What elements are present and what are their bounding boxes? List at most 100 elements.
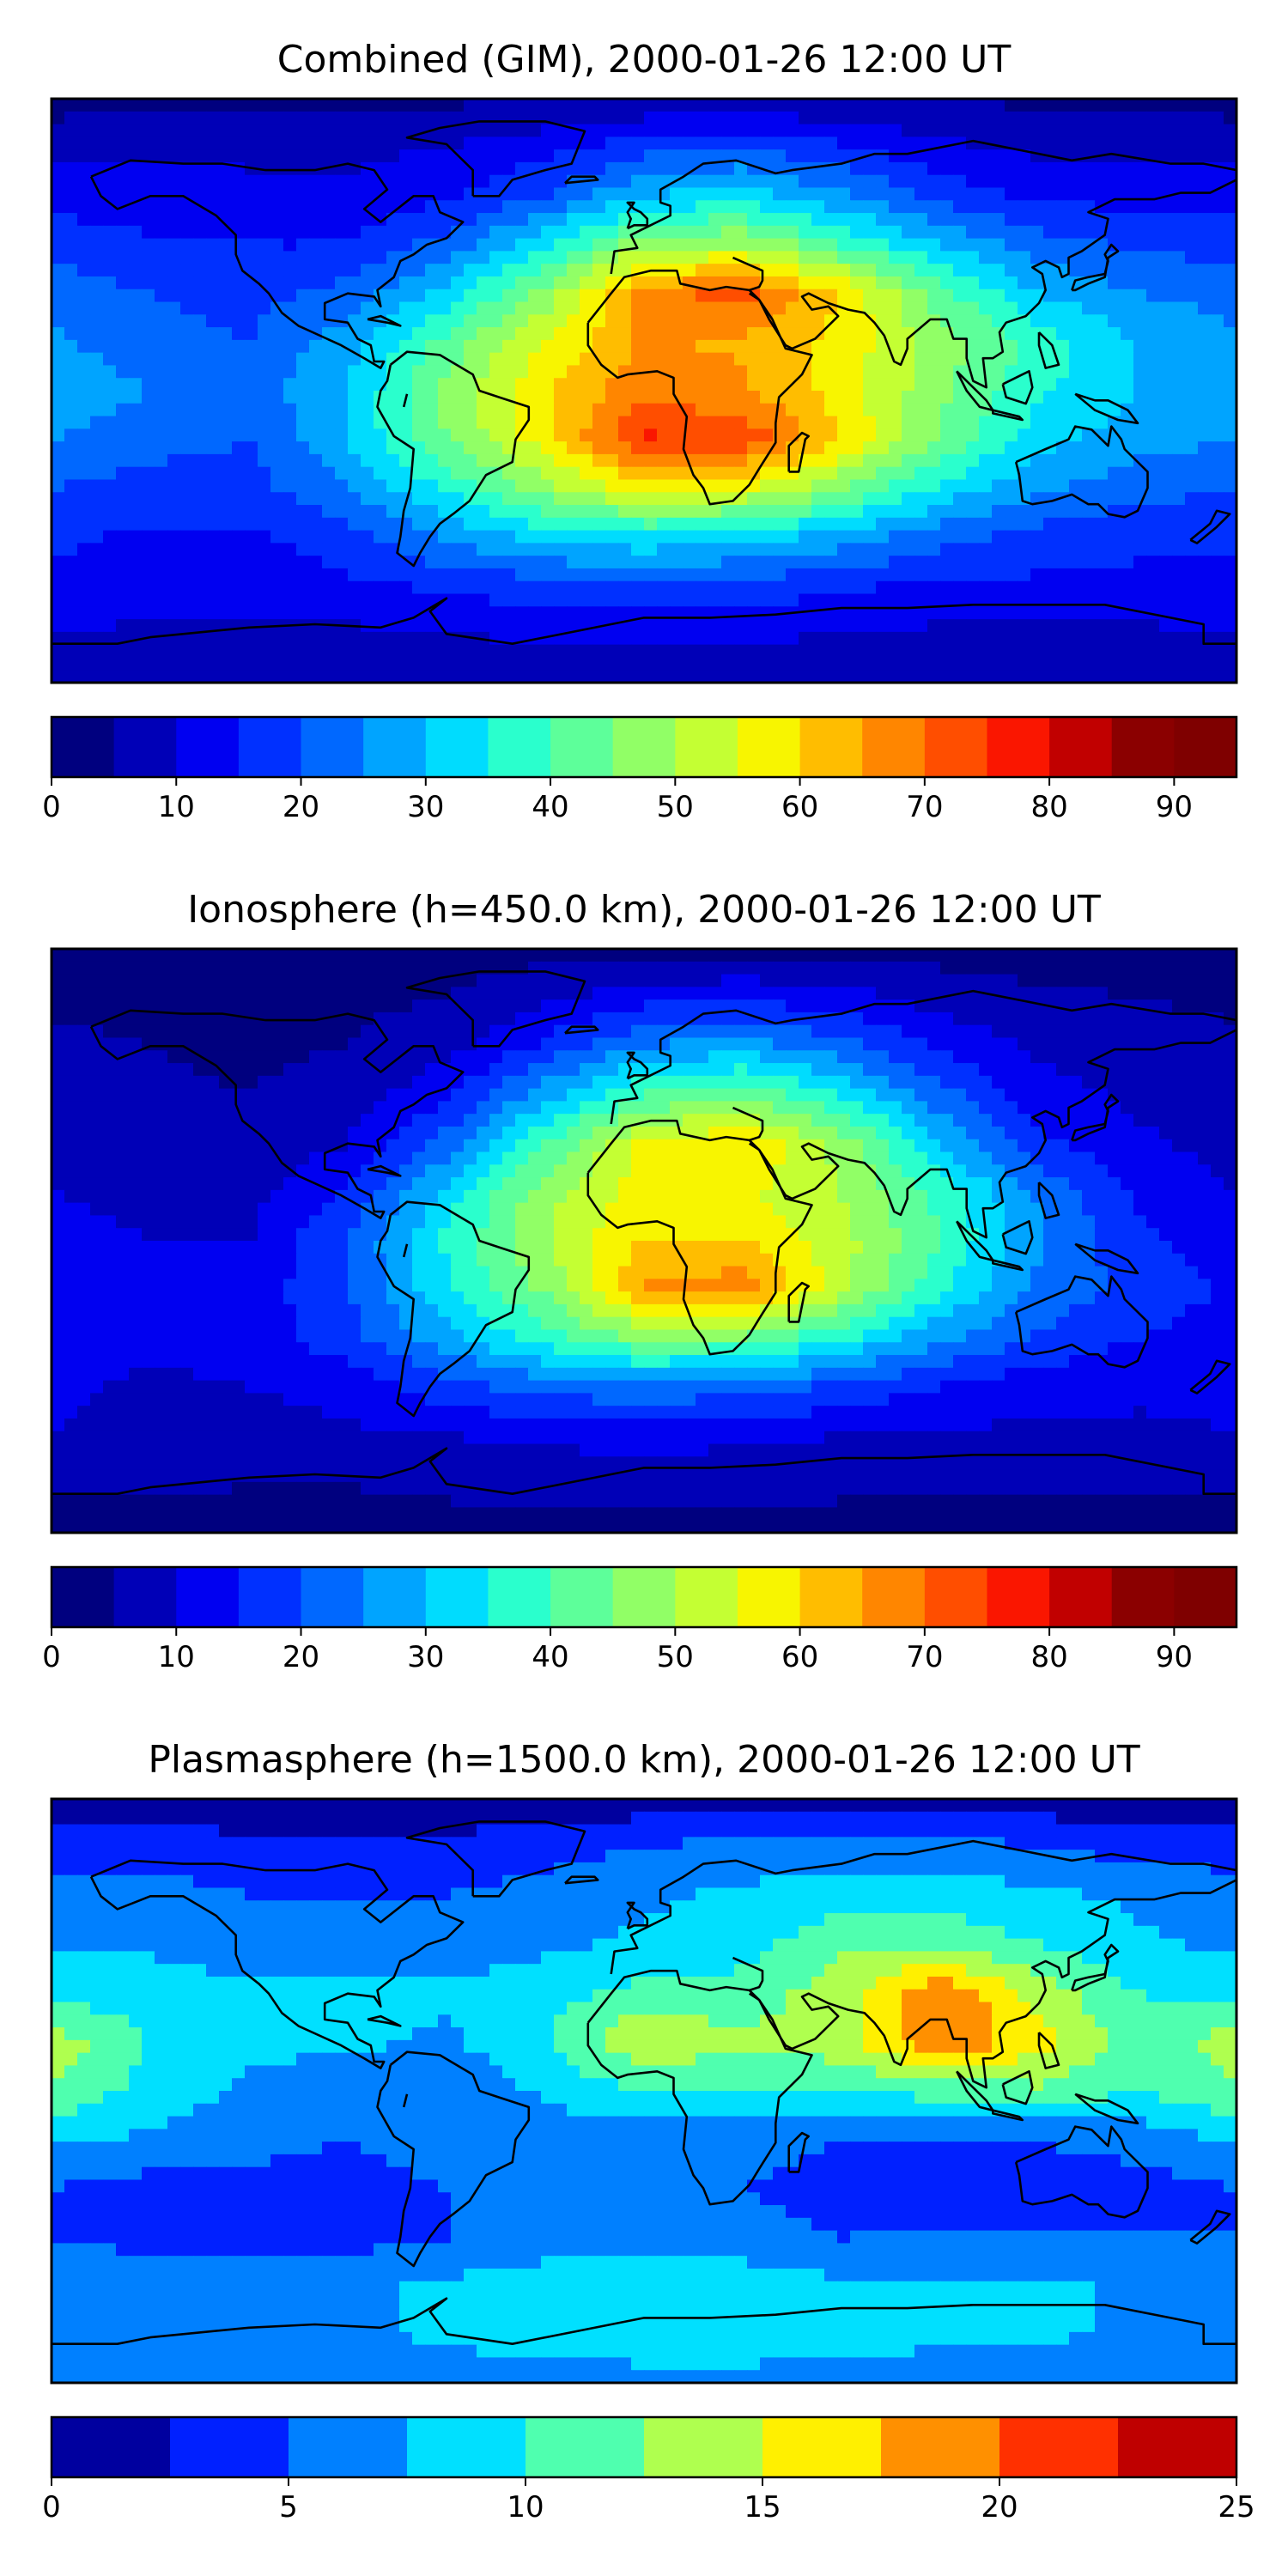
contour-cell [1095,238,1109,252]
contour-cell [592,200,606,214]
contour-cell [902,238,915,252]
contour-cell [245,556,258,569]
contour-cell [914,276,928,290]
contour-cell [1185,479,1199,493]
contour-cell [811,251,825,264]
contour-cell [1172,174,1186,189]
contour-cell [850,238,864,252]
contour-cell [670,238,683,252]
contour-cell [219,606,233,620]
contour-cell [283,137,297,150]
contour-cell [979,327,993,341]
contour-cell [283,492,297,506]
contour-cell [940,276,954,290]
contour-cell [1005,1012,1018,1026]
contour-cell [309,124,323,137]
contour-cell [1005,264,1018,277]
contour-cell [90,580,104,595]
contour-cell [1082,530,1096,544]
contour-cell [489,949,503,963]
contour-cell [1133,631,1147,646]
contour-cell [605,314,619,328]
contour-cell [850,428,864,442]
contour-cell [322,339,336,354]
contour-cell [1056,137,1070,150]
contour-cell [721,99,735,112]
contour-cell [425,657,439,671]
contour-cell [927,378,941,392]
contour-cell [1108,251,1121,264]
contour-cell [322,530,336,544]
contour-cell [554,174,568,189]
contour-cell [953,161,967,176]
contour-cell [631,543,645,556]
contour-cell [811,644,825,659]
contour-cell [528,556,542,569]
contour-cell [811,391,825,404]
contour-cell [348,111,361,125]
contour-cell [489,517,503,532]
contour-cell [1211,580,1224,595]
contour-cell [1082,644,1096,659]
contour-cell [502,949,516,963]
contour-cell [992,619,1005,633]
contour-cell [696,949,709,963]
contour-cell [245,593,258,607]
map-frame [50,97,1238,684]
contour-cell [760,149,774,163]
contour-cell [206,161,220,176]
contour-cell [850,543,864,556]
contour-cell [992,200,1005,214]
contour-cell [193,111,207,125]
contour-cell [1030,619,1044,633]
contour-cell [927,1024,941,1039]
contour-cell [386,644,400,659]
contour-cell [554,428,568,442]
contour-cell [1030,251,1044,264]
contour-cell [1146,301,1160,315]
contour-cell [206,987,220,1000]
contour-cell [1211,225,1224,240]
contour-cell [206,949,220,963]
contour-cell [1108,631,1121,646]
contour-cell [992,657,1005,671]
contour-cell [1056,961,1070,975]
colorbar-segment [488,717,551,777]
contour-cell [940,568,954,582]
contour-cell [374,949,387,963]
contour-cell [592,670,606,683]
contour-cell [1043,200,1057,214]
contour-cell [721,961,735,975]
contour-cell [811,428,825,442]
contour-cell [966,987,980,1000]
contour-cell [502,339,516,354]
contour-cell [644,378,658,392]
contour-cell [580,949,593,963]
contour-cell [515,365,529,379]
contour-cell [734,568,748,582]
contour-cell [541,606,555,620]
contour-cell [683,606,696,620]
contour-cell [477,1024,490,1039]
contour-cell [142,251,155,264]
contour-cell [438,606,452,620]
contour-cell [245,505,258,519]
contour-cell [914,99,928,112]
contour-cell [155,517,168,532]
contour-cell [348,974,361,987]
contour-cell [1133,580,1147,595]
contour-cell [1095,517,1109,532]
contour-cell [696,543,709,556]
contour-cell [1056,466,1070,481]
contour-cell [837,137,851,150]
contour-cell [889,556,902,569]
contour-cell [670,416,683,429]
contour-cell [876,479,890,493]
contour-cell [219,339,233,354]
contour-cell [708,339,722,354]
contour-cell [1069,1024,1083,1039]
contour-cell [1056,580,1070,595]
contour-cell [799,137,812,150]
contour-cell [309,657,323,671]
contour-cell [1172,137,1186,150]
